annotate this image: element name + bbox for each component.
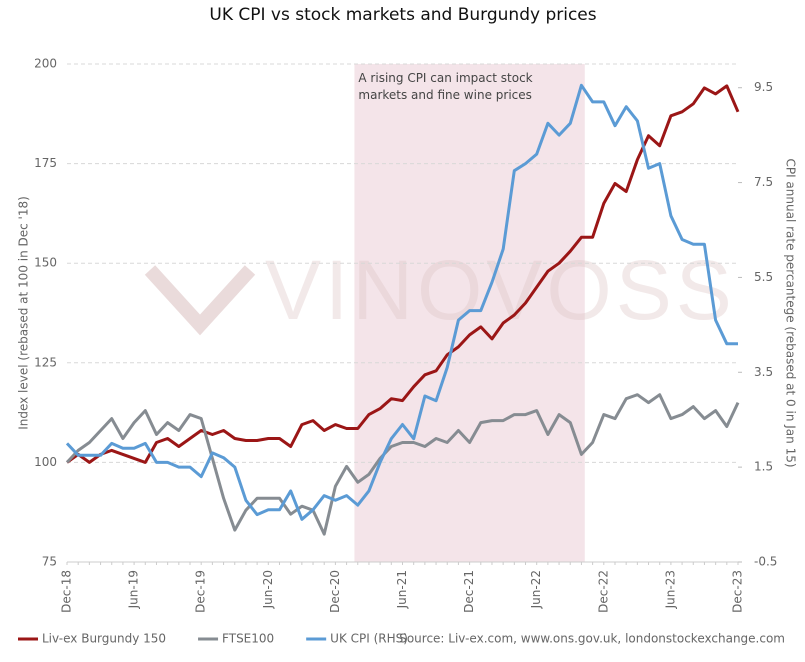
x-tick-label: Dec-21 [462, 570, 476, 613]
annotation: A rising CPI can impact stock markets and… [358, 71, 532, 102]
y2-axis-label: CPI annual rate percantege (rebased at 0… [784, 158, 798, 467]
x-tick-label: Dec-18 [60, 570, 74, 613]
y-axis-label: Index level (rebased at 100 in Dec '18) [17, 196, 31, 430]
legend-label: UK CPI (RHS) [330, 632, 408, 646]
x-tick-label: Jun-21 [395, 570, 409, 609]
series-line [65, 393, 740, 536]
y2-tick-label: 5.5 [754, 270, 773, 284]
y2-tick-label: 1.5 [754, 460, 773, 474]
y-tick-label: 175 [34, 156, 57, 170]
x-tick-label: Dec-23 [731, 570, 745, 613]
chart-title: UK CPI vs stock markets and Burgundy pri… [209, 5, 596, 25]
series-line [65, 83, 738, 521]
legend-label: Liv-ex Burgundy 150 [42, 632, 166, 646]
y2-tick-label: 9.5 [754, 80, 773, 94]
x-tick-label: Dec-22 [596, 570, 610, 613]
y2-tick-label: 7.5 [754, 175, 773, 189]
x-tick-label: Dec-19 [194, 570, 208, 613]
x-tick-label: Jun-23 [663, 570, 677, 609]
y-tick-label: 150 [34, 256, 57, 270]
x-tick-label: Jun-22 [529, 570, 543, 609]
watermark-logo [144, 265, 256, 336]
highlight-band [354, 64, 585, 562]
y-tick-label: 125 [34, 355, 57, 369]
series-line [66, 84, 740, 464]
y-tick-label: 100 [34, 455, 57, 469]
x-tick-label: Jun-19 [127, 570, 141, 609]
legend-label: FTSE100 [222, 632, 274, 646]
source: Source: Liv-ex.com, www.ons.gov.uk, lond… [399, 632, 785, 646]
y2-tick-label: -0.5 [754, 555, 777, 569]
y-tick-label: 75 [42, 555, 57, 569]
y-tick-label: 200 [34, 57, 57, 71]
x-tick-label: Jun-20 [261, 570, 275, 609]
y2-tick-label: 3.5 [754, 365, 773, 379]
x-tick-label: Dec-20 [328, 570, 342, 613]
